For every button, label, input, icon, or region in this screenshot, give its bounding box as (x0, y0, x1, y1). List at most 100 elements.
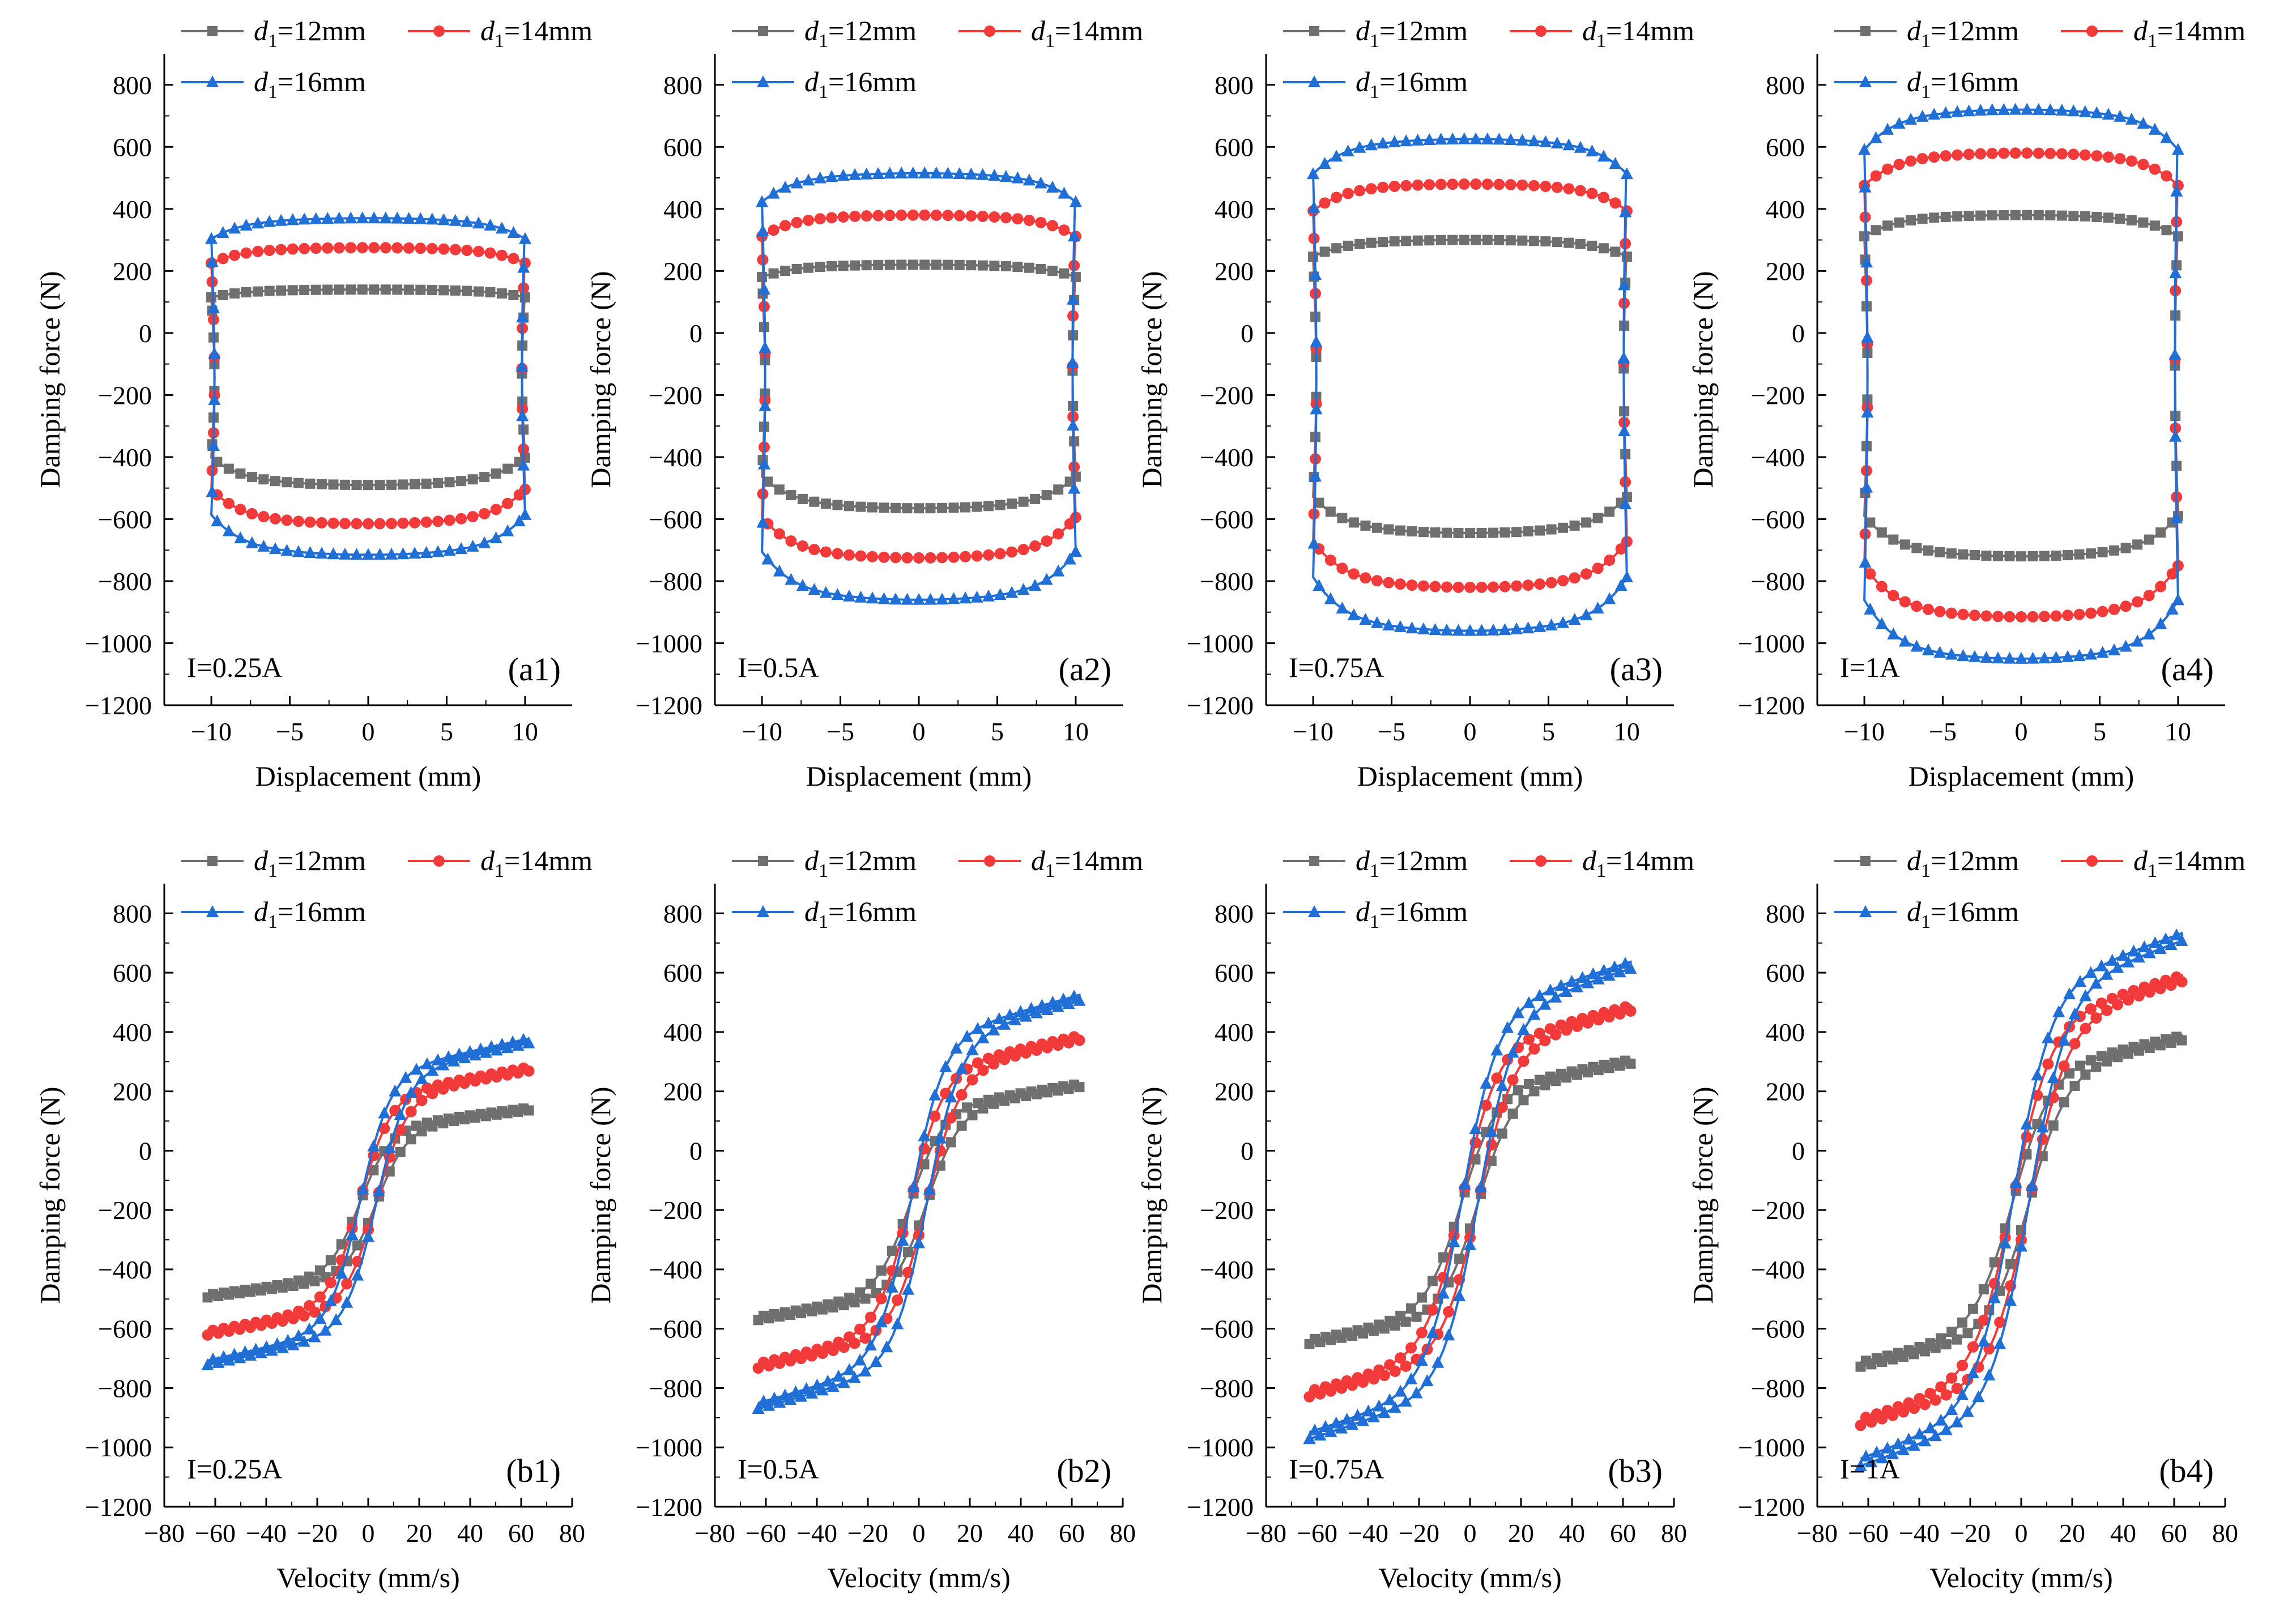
data-point (328, 479, 339, 490)
data-point (1418, 527, 1429, 538)
data-point (1871, 1408, 1882, 1420)
data-point (1562, 138, 1575, 151)
data-point (2138, 981, 2150, 993)
data-point (1587, 240, 1597, 251)
data-point (1481, 132, 1494, 144)
series-d1=16mm (752, 990, 1086, 1414)
data-point (1058, 1081, 1069, 1092)
data-point (826, 212, 838, 224)
data-point (1875, 617, 1888, 629)
legend-sub: 1 (1370, 31, 1379, 52)
y-tick-label: −400 (98, 1255, 152, 1284)
data-point (522, 1036, 535, 1048)
data-point (1407, 526, 1417, 537)
data-point (1417, 580, 1429, 592)
data-point (1377, 181, 1389, 193)
data-point (1070, 272, 1081, 283)
data-point (508, 289, 519, 300)
data-point (1015, 1088, 1026, 1099)
data-point (2058, 1060, 2070, 1072)
data-point (1911, 600, 1923, 612)
series-line (1312, 238, 1629, 535)
data-point (472, 245, 484, 257)
data-point (496, 288, 507, 299)
data-point (1023, 214, 1035, 226)
data-point (1405, 621, 1418, 634)
data-point (2079, 149, 2091, 161)
data-point (325, 1277, 336, 1289)
data-point (1442, 1328, 1455, 1341)
data-point (1324, 592, 1337, 604)
data-point (462, 285, 472, 296)
data-point (1566, 1016, 1578, 1028)
y-tick-label: 400 (113, 1018, 152, 1047)
y-tick-label: −600 (649, 1315, 702, 1344)
series-d1=12mm (1855, 1031, 2187, 1372)
legend-sub: 1 (268, 860, 278, 881)
data-point (778, 1388, 791, 1401)
data-point (2044, 147, 2056, 159)
data-point (1545, 1071, 1556, 1082)
data-point (461, 215, 474, 227)
data-point (1069, 195, 1082, 207)
data-point (842, 589, 855, 602)
y-tick-label: −200 (1751, 381, 1805, 410)
y-tick-label: 800 (113, 899, 152, 928)
data-point (873, 259, 884, 270)
data-point (796, 540, 808, 552)
data-point (1989, 1257, 2000, 1268)
data-point (2127, 944, 2140, 957)
data-point (1487, 623, 1500, 636)
data-point (1993, 1337, 2006, 1349)
y-tick-label: 400 (1215, 1018, 1254, 1047)
legend-marker (758, 26, 768, 36)
panel-label: (a4) (2161, 651, 2214, 688)
series-d1=16mm (1307, 132, 1633, 636)
data-point (362, 1230, 374, 1242)
x-tick-label: 0 (2015, 1519, 2028, 1548)
legend-var: d (804, 845, 819, 876)
data-point (425, 212, 438, 225)
data-point (207, 439, 220, 451)
data-point (1592, 513, 1603, 523)
legend-value: =14mm (2157, 845, 2246, 876)
y-tick-label: 800 (663, 899, 702, 928)
data-point (1977, 1335, 1990, 1347)
data-point (2170, 928, 2183, 941)
data-point (263, 215, 276, 227)
y-axis-title: Damping force (N) (585, 271, 616, 488)
data-point (1609, 197, 1621, 209)
data-point (1608, 960, 1621, 973)
data-point (1330, 1416, 1343, 1429)
y-tick-label: 600 (1766, 133, 1805, 161)
y-tick-label: −200 (649, 381, 702, 410)
data-point (2102, 151, 2114, 163)
data-point (2025, 1179, 2038, 1191)
data-point (1998, 147, 2010, 159)
data-point (229, 1286, 240, 1297)
data-point (403, 242, 415, 254)
x-tick-label: 10 (1614, 717, 1640, 746)
data-point (1882, 163, 1894, 175)
series-d1=16mm (1858, 103, 2184, 664)
data-point (350, 548, 363, 560)
data-point (1373, 1364, 1385, 1376)
x-tick-label: 5 (440, 717, 453, 746)
data-point (1383, 577, 1395, 589)
data-point (2056, 210, 2067, 221)
data-point (501, 524, 514, 536)
data-point (1935, 547, 1945, 557)
series-line (1860, 931, 2183, 1467)
data-point (1378, 1406, 1391, 1418)
data-point (1549, 990, 1562, 1003)
data-point (1441, 581, 1452, 593)
chart-panel-b2: −1200−1000−800−600−400−2000200400600800−… (585, 845, 1143, 1593)
data-point (2120, 600, 2132, 612)
data-point (2005, 1259, 2016, 1269)
x-tick-label: −10 (191, 717, 232, 746)
data-point (1063, 552, 1076, 565)
data-point (988, 169, 1001, 181)
data-point (2125, 113, 2138, 125)
x-tick-label: 10 (1063, 717, 1089, 746)
data-point (346, 1228, 359, 1241)
